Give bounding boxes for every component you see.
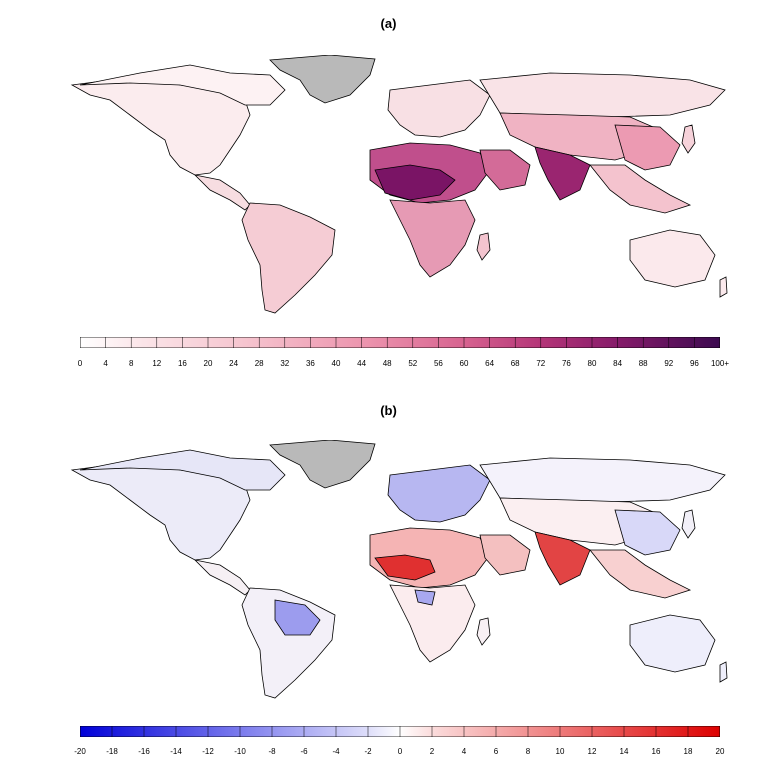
colorbar-a-tick-label: 56 (433, 359, 443, 368)
colorbar-b-tick-label: 2 (429, 747, 435, 756)
colorbar-b-tick-label: 4 (461, 747, 467, 756)
new-zealand (719, 661, 728, 683)
central-america (193, 559, 251, 596)
australia (629, 614, 716, 673)
southeast-asia (589, 164, 692, 214)
land-panel-b (70, 440, 728, 699)
colorbar-b-tick-label: -18 (106, 747, 118, 756)
south-asia (534, 146, 591, 201)
madagascar (476, 617, 491, 646)
colorbar-panel-a (80, 337, 720, 348)
colorbar-a-tick-label: 60 (459, 359, 469, 368)
colorbar-a-tick-label: 68 (510, 359, 520, 368)
panel-a-label: (a) (380, 16, 397, 31)
colorbar-a-tick-label: 16 (177, 359, 187, 368)
colorbar-a-tick-label: 88 (638, 359, 648, 368)
new-zealand (719, 276, 728, 298)
alaska-canada (79, 64, 286, 106)
land-panel-a (70, 55, 728, 314)
colorbar-b-tick-label: 16 (651, 747, 661, 756)
arabia (479, 149, 531, 191)
colorbar-b-tick-label: -8 (268, 747, 276, 756)
colorbar-b-tick-label: 12 (587, 747, 597, 756)
central-america (193, 174, 251, 211)
arabia (479, 534, 531, 576)
africa-south (389, 584, 476, 663)
south-asia (534, 531, 591, 586)
asia-north (479, 72, 726, 118)
colorbar-a-tick-label: 40 (331, 359, 341, 368)
japan (681, 509, 696, 539)
southeast-asia (589, 549, 692, 599)
colorbar-b-tick-label: 14 (619, 747, 629, 756)
map-panel-a (70, 55, 728, 314)
colorbar-a-tick-label: 92 (664, 359, 674, 368)
colorbar-a-tick-label: 20 (203, 359, 213, 368)
colorbar-a-tick-label: 76 (561, 359, 571, 368)
madagascar (476, 232, 491, 261)
colorbar-a-tick-label: 52 (408, 359, 418, 368)
colorbar-a-tick-label: 80 (587, 359, 597, 368)
colorbar-b-tick-label: -14 (170, 747, 182, 756)
europe (387, 464, 491, 523)
colorbar-panel-b (80, 726, 720, 737)
colorbar-b-tick-label: -2 (364, 747, 372, 756)
panel-b-label: (b) (380, 403, 397, 418)
colorbar-a-tick-label: 44 (357, 359, 367, 368)
colorbar-a-tick-label: 24 (229, 359, 239, 368)
colorbar-b-tick-label: -20 (74, 747, 86, 756)
asia-north (479, 457, 726, 503)
colorbar-b-tick-label: 8 (525, 747, 531, 756)
colorbar-b-tick-label: -12 (202, 747, 214, 756)
colorbar-b-tick-label: 0 (397, 747, 403, 756)
greenland (269, 55, 376, 104)
colorbar-a-tick-label: 8 (128, 359, 134, 368)
colorbar-b-tick-labels: -20 -18 -16 -14 -12 -10 -8 -6 -4 -2 0 2 4 6 8 10 12 14 16 1… (74, 747, 724, 761)
alaska-canada (79, 449, 286, 491)
africa-south (389, 199, 476, 278)
colorbar-a-tick-label: 72 (536, 359, 546, 368)
colorbar-a-tick-label: 0 (77, 359, 83, 368)
amazon (274, 599, 321, 636)
europe (387, 79, 491, 138)
map-panel-b (70, 440, 728, 699)
colorbar-a-tick-label: 12 (152, 359, 162, 368)
greenland (269, 440, 376, 489)
colorbar-a-tick-label: 28 (254, 359, 264, 368)
australia (629, 229, 716, 288)
colorbar-b-tick-label: -4 (332, 747, 340, 756)
colorbar-b-tick-label: 20 (715, 747, 725, 756)
colorbar-a-tick-label: 84 (613, 359, 623, 368)
congo (414, 589, 436, 606)
colorbar-b-tick-label: -10 (234, 747, 246, 756)
colorbar-a-tick-label: 96 (689, 359, 699, 368)
west-africa (374, 554, 436, 581)
colorbar-b-tick-label: -6 (300, 747, 308, 756)
colorbar-b-tick-label: 10 (555, 747, 565, 756)
colorbar-b-tick-label: 6 (493, 747, 499, 756)
colorbar-b-tick-label: -16 (138, 747, 150, 756)
sahel (374, 164, 456, 201)
colorbar-a-tick-label: 48 (382, 359, 392, 368)
colorbar-a-tick-label: 32 (280, 359, 290, 368)
colorbar-a-tick-label: 64 (485, 359, 495, 368)
colorbar-b-tick-label: 18 (683, 747, 693, 756)
east-asia (614, 509, 681, 556)
colorbar-a-tick-label: 100+ (710, 359, 730, 368)
japan (681, 124, 696, 154)
east-asia (614, 124, 681, 171)
colorbar-a-tick-label: 4 (103, 359, 108, 368)
colorbar-a-tick-label: 36 (305, 359, 315, 368)
colorbar-a-tick-labels: 0 4 8 12 16 20 24 28 32 36 40 44 48 52 56 60 64 68 72 76 80 8… (77, 359, 729, 373)
south-america (241, 202, 336, 314)
